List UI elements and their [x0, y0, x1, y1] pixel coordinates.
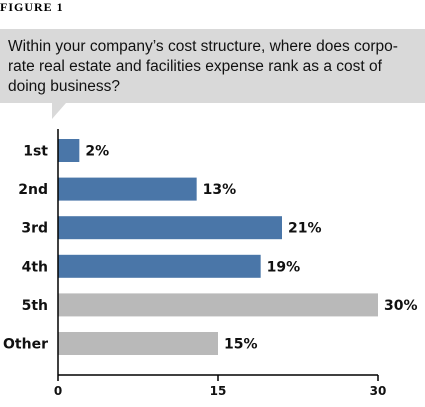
- category-label-4: 5th: [22, 298, 48, 314]
- bar-0: [58, 139, 80, 162]
- bar-3: [58, 254, 261, 278]
- x-tick-label-2: 30: [370, 384, 387, 398]
- bar-4: [58, 293, 378, 317]
- bar-2: [58, 216, 282, 240]
- bar-chart: 1st 2% 2nd 13% 3rd 21% 4th 19% 5th 30% Other 15% 0 15…: [3, 129, 418, 398]
- x-tick-label-0: 0: [54, 384, 62, 398]
- value-label-3: 19%: [267, 259, 301, 275]
- bar-1: [58, 177, 197, 201]
- value-label-1: 13%: [203, 182, 237, 198]
- bar-5: [58, 332, 218, 355]
- category-label-0: 1st: [23, 144, 48, 160]
- category-label-3: 4th: [22, 259, 48, 275]
- category-label-2: 3rd: [21, 221, 48, 237]
- figure-label: FIGURE 1: [0, 0, 64, 14]
- question-text: Within your company’s cost structure, wh…: [8, 38, 398, 95]
- category-label-5: Other: [3, 337, 48, 353]
- value-label-0: 2%: [85, 144, 109, 160]
- callout-pointer: [52, 103, 66, 119]
- question-box: Within your company’s cost structure, wh…: [0, 29, 425, 103]
- value-label-4: 30%: [384, 298, 418, 314]
- x-tick-label-1: 15: [210, 384, 227, 398]
- value-label-2: 21%: [288, 221, 322, 237]
- value-label-5: 15%: [224, 337, 258, 353]
- category-label-1: 2nd: [18, 182, 48, 198]
